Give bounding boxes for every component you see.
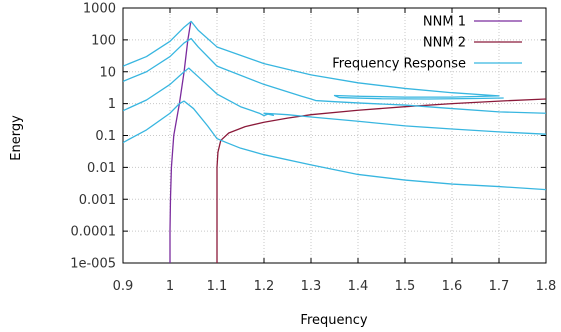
series-line-nnm-2 (216, 98, 546, 263)
series-line-frequency-response (123, 100, 546, 191)
legend-label-nnm-2: NNM 2 (423, 36, 466, 51)
series-layer (123, 20, 546, 263)
grid (122, 7, 547, 264)
y-tick-label: 1000 (83, 2, 116, 17)
x-tick-label: 1.1 (207, 279, 228, 294)
x-tick-label: 1.4 (348, 279, 369, 294)
x-axis-title: Frequency (300, 313, 367, 328)
y-tick-label: 0.1 (95, 129, 116, 144)
x-tick-label: 1.5 (395, 279, 416, 294)
x-tick-label: 1.6 (442, 279, 463, 294)
y-tick-label: 0.001 (79, 193, 116, 208)
x-tick-label: 1.2 (254, 279, 275, 294)
x-tick-label: 1.3 (301, 279, 322, 294)
y-tick-label: 1 (108, 97, 116, 112)
y-tick-label: 0.01 (87, 161, 116, 176)
x-tick-label: 1 (166, 279, 174, 294)
x-tick-label: 0.9 (113, 279, 134, 294)
legend-label-nnm-1: NNM 1 (423, 15, 466, 30)
y-tick-label: 0.0001 (71, 225, 117, 240)
y-tick-label: 1e-005 (70, 257, 116, 272)
y-tick-label: 100 (91, 33, 116, 48)
x-tick-label: 1.7 (489, 279, 510, 294)
legend: NNM 1 NNM 2 Frequency Response (332, 15, 522, 72)
y-tick-label: 10 (99, 65, 116, 80)
axes: 0.9 1 1.1 1.2 1.3 1.4 1.5 1.6 1.7 1.8 1e-005 0.0001… (70, 2, 556, 295)
legend-label-frequency-response: Frequency Response (332, 57, 466, 72)
y-axis-title: Energy (9, 115, 24, 161)
series-line-nnm-1 (169, 22, 192, 263)
x-tick-label: 1.8 (536, 279, 557, 294)
series-line-frequency-response (123, 20, 504, 100)
series-line-frequency-response (123, 37, 546, 114)
series-line-frequency-response (123, 67, 546, 135)
